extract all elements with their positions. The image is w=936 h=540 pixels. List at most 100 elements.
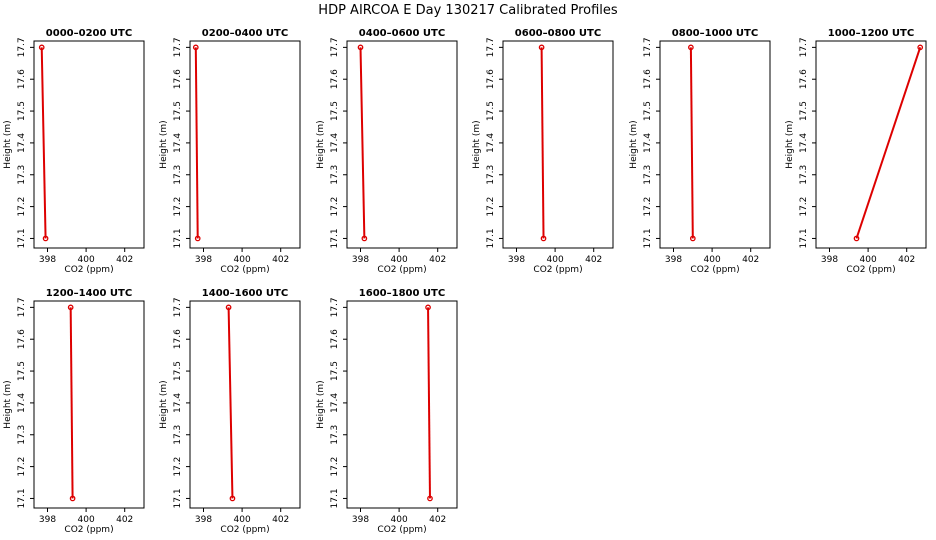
y-tick-label: 17.5 bbox=[330, 101, 340, 121]
y-tick-label: 17.3 bbox=[330, 165, 340, 185]
x-tick-label: 402 bbox=[898, 255, 915, 265]
x-tick-label: 402 bbox=[272, 515, 289, 525]
y-tick-label: 17.3 bbox=[173, 165, 183, 185]
y-tick-label: 17.1 bbox=[330, 488, 340, 508]
panel-title: 0600–0800 UTC bbox=[515, 28, 601, 39]
data-point bbox=[192, 44, 199, 51]
y-tick-label: 17.7 bbox=[17, 37, 27, 57]
y-tick-label: 17.3 bbox=[330, 425, 340, 445]
x-axis-label: CO2 (ppm) bbox=[377, 265, 426, 275]
y-tick-label: 17.4 bbox=[173, 133, 183, 153]
y-tick-label: 17.2 bbox=[486, 197, 496, 217]
y-tick-label: 17.6 bbox=[330, 329, 340, 349]
data-point bbox=[361, 235, 368, 242]
x-axis-label: CO2 (ppm) bbox=[64, 525, 113, 535]
x-tick-label: 398 bbox=[352, 255, 369, 265]
y-axis-label: Height (m) bbox=[316, 120, 326, 168]
panel-title: 1200–1400 UTC bbox=[46, 288, 132, 299]
x-tick-label: 400 bbox=[234, 515, 251, 525]
x-tick-label: 400 bbox=[78, 515, 95, 525]
x-tick-label: 402 bbox=[116, 515, 133, 525]
x-axis-label: CO2 (ppm) bbox=[220, 525, 269, 535]
x-tick-label: 398 bbox=[508, 255, 525, 265]
chart-panel: 1600–1800 UTC 398 400 402 17.1 17.2 17.3 17.4 17… bbox=[316, 288, 458, 535]
y-tick-label: 17.6 bbox=[486, 69, 496, 89]
profile-line bbox=[540, 47, 545, 239]
x-tick-label: 402 bbox=[585, 255, 602, 265]
y-tick-label: 17.1 bbox=[643, 228, 653, 248]
y-tick-label: 17.3 bbox=[799, 165, 809, 185]
y-tick-label: 17.1 bbox=[173, 488, 183, 508]
chart-panel: 0200–0400 UTC 398 400 402 17.1 17.2 17.3 17.4 17… bbox=[159, 28, 301, 275]
x-tick-label: 398 bbox=[821, 255, 838, 265]
profile-line bbox=[227, 307, 234, 499]
x-axis-label: CO2 (ppm) bbox=[533, 265, 582, 275]
y-tick-label: 17.6 bbox=[799, 69, 809, 89]
plot-frame bbox=[346, 40, 458, 249]
x-tick-label: 402 bbox=[116, 255, 133, 265]
data-point bbox=[425, 304, 431, 311]
chart-panel: 0000–0200 UTC 398 400 402 17.1 17.2 17.3 17.4 17… bbox=[3, 28, 145, 275]
y-tick-label: 17.5 bbox=[17, 361, 27, 381]
y-tick-label: 17.4 bbox=[330, 133, 340, 153]
x-tick-label: 402 bbox=[272, 255, 289, 265]
x-axis-label: CO2 (ppm) bbox=[377, 525, 426, 535]
x-tick-label: 398 bbox=[39, 515, 56, 525]
chart-panel: 0400–0600 UTC 398 400 402 17.1 17.2 17.3 17.4 17… bbox=[316, 28, 458, 275]
x-axis-label: CO2 (ppm) bbox=[690, 265, 739, 275]
chart-panel: 0600–0800 UTC 398 400 402 17.1 17.2 17.3 17.4 17… bbox=[472, 28, 614, 275]
y-tick-label: 17.1 bbox=[17, 488, 27, 508]
panel-title: 1600–1800 UTC bbox=[359, 288, 445, 299]
data-point bbox=[427, 495, 433, 502]
x-tick-label: 398 bbox=[195, 515, 212, 525]
y-tick-label: 17.4 bbox=[17, 133, 27, 153]
data-point bbox=[225, 304, 232, 311]
chart-panel: 1400–1600 UTC 398 400 402 17.1 17.2 17.3 17.4 17… bbox=[159, 288, 301, 535]
y-axis-label: Height (m) bbox=[3, 380, 13, 428]
x-tick-label: 398 bbox=[195, 255, 212, 265]
y-tick-label: 17.5 bbox=[643, 101, 653, 121]
x-tick-label: 398 bbox=[39, 255, 56, 265]
plot-frame bbox=[659, 40, 771, 249]
figure-title: HDP AIRCOA E Day 130217 Calibrated Profi… bbox=[318, 3, 618, 18]
y-tick-label: 17.5 bbox=[486, 101, 496, 121]
profile-line bbox=[359, 47, 366, 239]
y-tick-label: 17.3 bbox=[17, 425, 27, 445]
y-tick-label: 17.2 bbox=[643, 197, 653, 217]
y-tick-label: 17.7 bbox=[486, 37, 496, 57]
y-tick-label: 17.3 bbox=[486, 165, 496, 185]
y-axis-label: Height (m) bbox=[159, 120, 169, 168]
y-tick-label: 17.6 bbox=[173, 329, 183, 349]
y-tick-label: 17.5 bbox=[173, 101, 183, 121]
chart-panel: 1200–1400 UTC 398 400 402 17.1 17.2 17.3 17.4 17… bbox=[3, 288, 145, 535]
y-tick-label: 17.4 bbox=[173, 393, 183, 413]
y-tick-label: 17.4 bbox=[330, 393, 340, 413]
y-tick-label: 17.2 bbox=[173, 197, 183, 217]
panel-title: 0000–0200 UTC bbox=[46, 28, 132, 39]
data-point bbox=[688, 44, 694, 51]
profile-line bbox=[194, 47, 199, 239]
x-tick-label: 402 bbox=[429, 515, 446, 525]
y-axis-label: Height (m) bbox=[472, 120, 482, 168]
data-point bbox=[540, 235, 547, 242]
data-point bbox=[357, 44, 364, 51]
panel-grid: 0000–0200 UTC 398 400 402 17.1 17.2 17.3 17.4 17… bbox=[3, 28, 927, 535]
x-tick-label: 400 bbox=[547, 255, 564, 265]
x-axis-label: CO2 (ppm) bbox=[220, 265, 269, 275]
data-point bbox=[853, 235, 860, 242]
y-tick-label: 17.1 bbox=[486, 228, 496, 248]
y-tick-label: 17.7 bbox=[330, 297, 340, 317]
plot-frame bbox=[346, 300, 458, 509]
y-tick-label: 17.3 bbox=[17, 165, 27, 185]
chart-panel: 0800–1000 UTC 398 400 402 17.1 17.2 17.3 17.4 17… bbox=[629, 28, 771, 275]
x-tick-label: 400 bbox=[391, 255, 408, 265]
x-tick-label: 398 bbox=[352, 515, 369, 525]
y-axis-label: Height (m) bbox=[3, 120, 13, 168]
panel-title: 0400–0600 UTC bbox=[359, 28, 445, 39]
y-tick-label: 17.2 bbox=[173, 457, 183, 477]
y-tick-label: 17.4 bbox=[799, 133, 809, 153]
plot-frame bbox=[189, 40, 301, 249]
y-tick-label: 17.4 bbox=[643, 133, 653, 153]
y-tick-label: 17.7 bbox=[173, 37, 183, 57]
